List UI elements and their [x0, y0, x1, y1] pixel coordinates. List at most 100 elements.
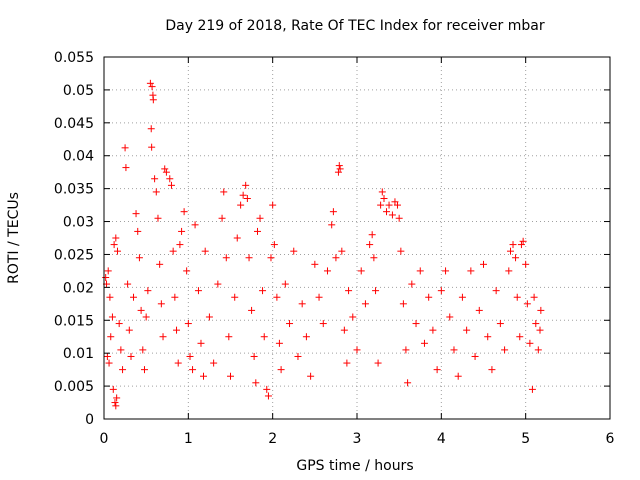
- data-point: [176, 241, 184, 249]
- data-point: [273, 293, 281, 301]
- data-point: [512, 254, 520, 262]
- data-point: [450, 346, 458, 354]
- x-axis-label: GPS time / hours: [296, 458, 413, 474]
- data-point: [119, 366, 127, 374]
- data-point: [142, 313, 150, 321]
- data-point: [269, 201, 277, 209]
- axis-ticks: [103, 56, 611, 420]
- data-point: [139, 346, 147, 354]
- data-point: [174, 359, 182, 367]
- data-point: [353, 346, 361, 354]
- data-point: [484, 333, 492, 341]
- data-point: [370, 254, 378, 262]
- data-point: [159, 333, 167, 341]
- data-point: [107, 333, 115, 341]
- data-point: [311, 260, 319, 268]
- data-point: [329, 208, 337, 216]
- data-point: [433, 366, 441, 374]
- data-point: [377, 201, 385, 209]
- data-point: [259, 287, 267, 295]
- data-point: [173, 326, 181, 334]
- data-point: [154, 214, 162, 222]
- data-point: [186, 352, 194, 360]
- data-point: [144, 287, 152, 295]
- data-point: [112, 234, 120, 242]
- data-point: [109, 385, 117, 393]
- data-point: [458, 293, 466, 301]
- data-point: [156, 260, 164, 268]
- data-point: [522, 260, 530, 268]
- data-point: [108, 313, 116, 321]
- data-point: [250, 352, 258, 360]
- data-point: [383, 208, 391, 216]
- data-point: [243, 195, 251, 203]
- data-point: [178, 227, 186, 235]
- data-point: [534, 346, 542, 354]
- data-point: [395, 214, 403, 222]
- x-tick-label: 6: [606, 431, 615, 447]
- data-point: [194, 287, 202, 295]
- data-point: [183, 267, 191, 275]
- data-point: [191, 221, 199, 229]
- data-point: [239, 191, 247, 199]
- data-point: [412, 320, 420, 328]
- data-point: [169, 247, 177, 255]
- y-tick-label: 0.005: [54, 379, 94, 395]
- data-point: [103, 352, 111, 360]
- y-tick-label: 0.01: [63, 346, 94, 362]
- data-point: [397, 247, 405, 255]
- y-tick-label: 0.035: [54, 182, 94, 198]
- data-point: [124, 280, 132, 288]
- data-point: [132, 210, 140, 218]
- y-tick-label: 0.025: [54, 247, 94, 263]
- data-point: [148, 143, 156, 151]
- data-point: [214, 280, 222, 288]
- data-point: [130, 293, 138, 301]
- data-point: [125, 326, 133, 334]
- data-point: [147, 125, 155, 133]
- data-point: [532, 320, 540, 328]
- data-point: [475, 306, 483, 314]
- data-point: [281, 280, 289, 288]
- data-point: [180, 208, 188, 216]
- data-point: [127, 352, 135, 360]
- data-point: [335, 162, 343, 170]
- data-point: [338, 247, 346, 255]
- data-point: [506, 247, 514, 255]
- data-point: [201, 247, 209, 255]
- data-point: [302, 333, 310, 341]
- data-point: [275, 339, 283, 347]
- data-point: [225, 333, 233, 341]
- x-tick-label: 1: [184, 431, 193, 447]
- data-point: [402, 346, 410, 354]
- data-point: [157, 300, 165, 308]
- data-point: [227, 372, 234, 380]
- data-point: [332, 254, 340, 262]
- data-point: [137, 306, 145, 314]
- x-tick-label: 3: [353, 431, 362, 447]
- data-point: [113, 394, 121, 402]
- data-point: [361, 300, 369, 308]
- data-point: [260, 333, 268, 341]
- data-point: [408, 280, 416, 288]
- data-point: [162, 168, 170, 176]
- data-point: [252, 379, 260, 387]
- data-point: [242, 181, 250, 189]
- data-point: [106, 293, 114, 301]
- data-point: [463, 326, 471, 334]
- data-point: [528, 385, 536, 393]
- y-tick-label: 0.04: [63, 149, 94, 165]
- data-points: [102, 79, 545, 410]
- y-tick-label: 0.055: [54, 50, 94, 66]
- data-point: [151, 175, 159, 183]
- y-tick-label: 0.03: [63, 215, 94, 231]
- data-point: [200, 372, 208, 380]
- data-point: [513, 293, 521, 301]
- data-point: [110, 241, 118, 249]
- data-point: [345, 287, 353, 295]
- data-point: [286, 320, 294, 328]
- data-point: [184, 320, 192, 328]
- data-point: [256, 214, 264, 222]
- data-point: [298, 300, 306, 308]
